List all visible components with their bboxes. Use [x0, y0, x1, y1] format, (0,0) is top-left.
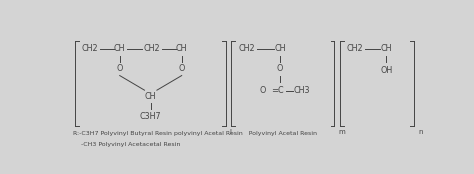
Text: CH2: CH2 — [144, 44, 161, 53]
Text: n: n — [418, 129, 423, 135]
Text: OH: OH — [380, 66, 392, 75]
Text: CH: CH — [176, 44, 187, 53]
Text: R:-C3H7 Polyvinyl Butyral Resin polyvinyl Acetal Resin   Polyvinyl Acetal Resin: R:-C3H7 Polyvinyl Butyral Resin polyviny… — [73, 131, 317, 136]
Text: O: O — [277, 64, 283, 73]
Text: -CH3 Polyvinyl Acetacetal Resin: -CH3 Polyvinyl Acetacetal Resin — [73, 142, 181, 147]
Text: CH3: CH3 — [293, 86, 310, 96]
Text: C: C — [277, 86, 283, 96]
Text: m: m — [338, 129, 345, 135]
Text: CH2: CH2 — [238, 44, 255, 53]
Text: CH: CH — [114, 44, 126, 53]
Text: CH2: CH2 — [347, 44, 364, 53]
Text: O: O — [260, 86, 266, 96]
Text: =: = — [271, 86, 278, 96]
Text: CH: CH — [145, 92, 156, 101]
Text: l: l — [230, 129, 232, 135]
Text: O: O — [179, 64, 185, 73]
Text: O: O — [117, 64, 123, 73]
Text: CH2: CH2 — [82, 44, 99, 53]
Text: CH: CH — [381, 44, 392, 53]
Text: CH: CH — [274, 44, 286, 53]
Text: C3H7: C3H7 — [140, 112, 162, 121]
